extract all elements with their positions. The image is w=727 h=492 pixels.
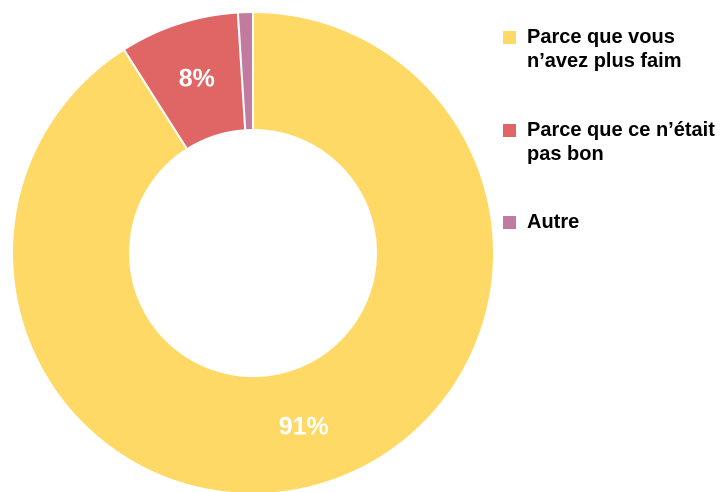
donut-slice (236, 10, 254, 132)
donut-slice (11, 10, 495, 492)
legend-swatch (503, 216, 516, 229)
data-label: 8% (179, 65, 215, 93)
legend-swatch (503, 31, 516, 44)
legend-swatch (503, 124, 516, 137)
legend-label: Autre (527, 211, 580, 233)
legend-label: Parce que vous n’avez plus faim (527, 26, 682, 72)
legend-label: Parce que ce n’était pas bon (527, 119, 715, 165)
data-label: 91% (279, 412, 329, 440)
